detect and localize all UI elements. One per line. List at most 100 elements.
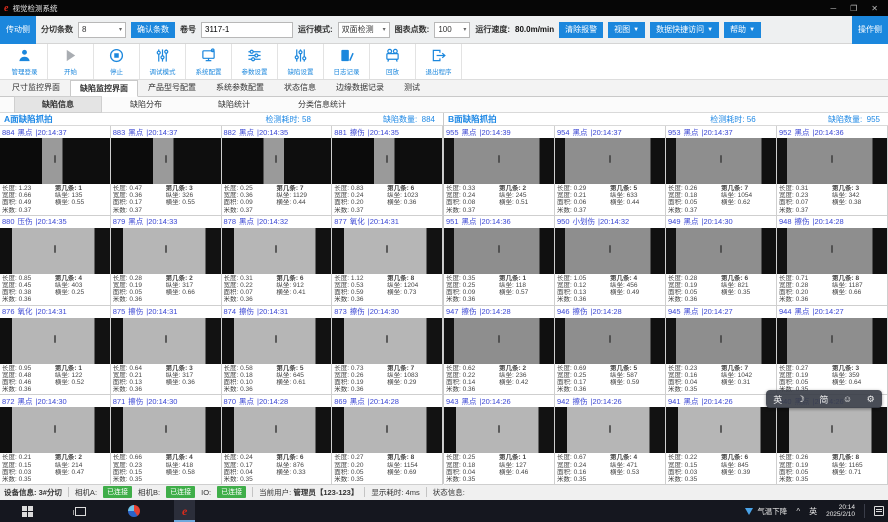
defect-image[interactable] xyxy=(332,407,442,454)
tab-product-model-config[interactable]: 产品型号配置 xyxy=(148,83,196,92)
defect-image[interactable] xyxy=(555,407,665,454)
defect-image[interactable] xyxy=(110,407,221,454)
inspection-app-taskbar-button[interactable]: e xyxy=(174,500,196,522)
defect-snapshot-cell[interactable]: 877 氧化 |20:14:31 长度: 1.12 宽度: 0.53 面积: 0… xyxy=(332,215,443,306)
clear-alarm-button[interactable]: 清除报警 xyxy=(559,21,604,38)
defect-snapshot-cell[interactable]: 955 黑点 |20:14:39 长度: 0.33 宽度: 0.24 面积: 0… xyxy=(444,126,555,216)
weather-widget[interactable]: 气温下降 xyxy=(745,506,787,517)
defect-snapshot-cell[interactable]: 952 黑点 |20:14:36 长度: 0.31 宽度: 0.23 面积: 0… xyxy=(777,126,888,216)
moon-icon[interactable]: ☽ xyxy=(796,393,805,404)
defect-snapshot-cell[interactable]: 879 黑点 |20:14:33 长度: 0.28 宽度: 0.19 面积: 0… xyxy=(110,215,222,306)
taskbar-clock[interactable]: 20:14 2025/2/10 xyxy=(826,504,855,519)
run-mode-select[interactable]: 双面检测 ▾ xyxy=(337,21,390,38)
defect-snapshot-cell[interactable]: 873 擦伤 |20:14:30 长度: 0.73 宽度: 0.26 面积: 0… xyxy=(332,305,443,396)
defect-image[interactable] xyxy=(666,317,776,364)
input-language-indicator[interactable]: 英 xyxy=(809,506,818,516)
tab-size-monitor[interactable]: 尺寸监控界面 xyxy=(12,83,60,92)
defect-snapshot-cell[interactable]: 950 小划伤 |20:14:32 长度: 1.05 宽度: 0.12 面积: … xyxy=(555,215,666,306)
defect-image[interactable] xyxy=(666,138,776,184)
defect-image[interactable] xyxy=(0,407,110,454)
defect-image[interactable] xyxy=(777,407,887,454)
log-record-button[interactable]: 日志记录 xyxy=(324,44,370,79)
defect-image[interactable] xyxy=(555,317,665,364)
task-view-button[interactable] xyxy=(67,500,94,522)
defect-snapshot-cell[interactable]: 954 黑点 |20:14:37 长度: 0.29 宽度: 0.21 面积: 0… xyxy=(555,126,666,216)
defect-image[interactable] xyxy=(110,227,221,274)
minimize-button[interactable]: ─ xyxy=(830,3,837,13)
confirm-count-button[interactable]: 确认条数 xyxy=(131,21,175,38)
defect-image[interactable] xyxy=(444,138,554,184)
defect-image[interactable] xyxy=(0,227,110,274)
defect-snapshot-cell[interactable]: 949 黑点 |20:14:30 长度: 0.28 宽度: 0.19 面积: 0… xyxy=(666,215,777,306)
subtab-defect-statistics[interactable]: 缺陷统计 xyxy=(218,100,250,109)
defect-snapshot-cell[interactable]: 872 黑点 |20:14:30 长度: 0.21 宽度: 0.15 面积: 0… xyxy=(0,395,111,486)
roll-number-input[interactable] xyxy=(201,21,293,38)
defect-snapshot-cell[interactable]: 953 黑点 |20:14:37 长度: 0.26 宽度: 0.18 面积: 0… xyxy=(666,126,777,216)
defect-image[interactable] xyxy=(332,317,442,364)
defect-snapshot-cell[interactable]: 943 黑点 |20:14:26 长度: 0.25 宽度: 0.18 面积: 0… xyxy=(444,395,555,486)
defect-snapshot-cell[interactable]: 880 压伤 |20:14:35 长度: 0.85 宽度: 0.45 面积: 0… xyxy=(0,215,111,306)
subtab-class-info-statistics[interactable]: 分类信息统计 xyxy=(298,100,346,109)
drive-side-button[interactable]: 传动侧 xyxy=(0,15,36,44)
admin-login-button[interactable]: 管理登录 xyxy=(2,44,48,79)
start-button[interactable]: 开始 xyxy=(48,44,94,79)
tab-edge-data-record[interactable]: 边缘数据记录 xyxy=(336,83,384,92)
defect-snapshot-cell[interactable]: 870 黑点 |20:14:28 长度: 0.24 宽度: 0.17 面积: 0… xyxy=(221,395,333,486)
defect-image[interactable] xyxy=(0,138,110,184)
action-center-icon[interactable] xyxy=(874,506,884,516)
system-config-button[interactable]: 系统配置 xyxy=(186,44,232,79)
defect-image[interactable] xyxy=(332,138,442,184)
slit-count-select[interactable]: 8 ▾ xyxy=(78,21,126,38)
defect-snapshot-cell[interactable]: 942 擦伤 |20:14:26 长度: 0.67 宽度: 0.24 面积: 0… xyxy=(555,395,666,486)
maximize-button[interactable]: ❐ xyxy=(850,3,858,13)
defect-image[interactable] xyxy=(0,317,110,364)
debug-mode-button[interactable]: 调试模式 xyxy=(140,44,186,79)
defect-image[interactable] xyxy=(777,227,887,274)
defect-image[interactable] xyxy=(666,407,776,454)
data-access-menu-button[interactable]: 数据快捷访问 ▼ xyxy=(650,21,720,38)
close-button[interactable]: ✕ xyxy=(871,3,878,13)
defect-image[interactable] xyxy=(777,138,887,184)
defect-image[interactable] xyxy=(332,227,442,274)
tab-defect-monitor[interactable]: 缺陷监控界面 xyxy=(70,80,138,97)
defect-image[interactable] xyxy=(221,138,332,184)
ime-language-bar[interactable]: 英 ☽ 简 ☺ ⚙ xyxy=(766,390,882,408)
defect-snapshot-cell[interactable]: 940 黑点 |20:14:26 长度: 0.26 宽度: 0.19 面积: 0… xyxy=(777,395,888,486)
gear-icon[interactable]: ⚙ xyxy=(866,393,875,404)
defect-snapshot-cell[interactable]: 884 黑点 |20:14:37 长度: 1.23 宽度: 0.66 面积: 0… xyxy=(0,126,111,216)
defect-snapshot-cell[interactable]: 951 黑点 |20:14:36 长度: 0.35 宽度: 0.25 面积: 0… xyxy=(444,215,555,306)
chart-points-select[interactable]: 100 ▾ xyxy=(434,21,471,38)
tray-overflow-chevron[interactable]: ^ xyxy=(796,506,801,516)
subtab-defect-distribution[interactable]: 缺陷分布 xyxy=(130,100,162,109)
help-menu-button[interactable]: 帮助 ▼ xyxy=(724,21,762,38)
defect-snapshot-cell[interactable]: 882 黑点 |20:14:35 长度: 0.25 宽度: 0.36 面积: 0… xyxy=(221,126,333,216)
parameter-settings-button[interactable]: 参数设置 xyxy=(232,44,278,79)
defect-image[interactable] xyxy=(110,138,221,184)
ime-simplified[interactable]: 简 xyxy=(819,394,829,405)
defect-image[interactable] xyxy=(555,138,665,184)
emoji-icon[interactable]: ☺ xyxy=(842,394,853,404)
tab-system-param-config[interactable]: 系统参数配置 xyxy=(216,83,264,92)
defect-snapshot-cell[interactable]: 948 擦伤 |20:14:28 长度: 0.71 宽度: 0.28 面积: 0… xyxy=(777,215,888,306)
browser-taskbar-button[interactable] xyxy=(120,500,148,522)
stop-button[interactable]: 停止 xyxy=(94,44,140,79)
defect-snapshot-cell[interactable]: 874 擦伤 |20:14:31 长度: 0.58 宽度: 0.18 面积: 0… xyxy=(221,305,333,396)
defect-snapshot-cell[interactable]: 883 黑点 |20:14:37 长度: 0.47 宽度: 0.36 面积: 0… xyxy=(110,126,222,216)
defect-snapshot-cell[interactable]: 869 黑点 |20:14:28 长度: 0.27 宽度: 0.20 面积: 0… xyxy=(332,395,443,486)
defect-settings-button[interactable]: 缺陷设置 xyxy=(278,44,324,79)
defect-image[interactable] xyxy=(221,227,332,274)
defect-snapshot-cell[interactable]: 881 擦伤 |20:14:35 长度: 0.83 宽度: 0.24 面积: 0… xyxy=(332,126,443,216)
tab-test[interactable]: 测试 xyxy=(404,83,420,92)
defect-image[interactable] xyxy=(221,317,332,364)
defect-image[interactable] xyxy=(110,317,221,364)
operator-side-button[interactable]: 操作侧 xyxy=(852,15,888,44)
ime-lang-english[interactable]: 英 xyxy=(773,394,783,405)
defect-snapshot-cell[interactable]: 875 擦伤 |20:14:31 长度: 0.64 宽度: 0.21 面积: 0… xyxy=(110,305,222,396)
defect-image[interactable] xyxy=(444,317,554,364)
defect-image[interactable] xyxy=(221,407,332,454)
defect-snapshot-cell[interactable]: 947 擦伤 |20:14:28 长度: 0.62 宽度: 0.22 面积: 0… xyxy=(444,305,555,396)
view-menu-button[interactable]: 视图 ▼ xyxy=(608,21,646,38)
defect-image[interactable] xyxy=(444,407,554,454)
start-menu-button[interactable] xyxy=(14,500,41,522)
defect-snapshot-cell[interactable]: 941 黑点 |20:14:26 长度: 0.22 宽度: 0.15 面积: 0… xyxy=(666,395,777,486)
